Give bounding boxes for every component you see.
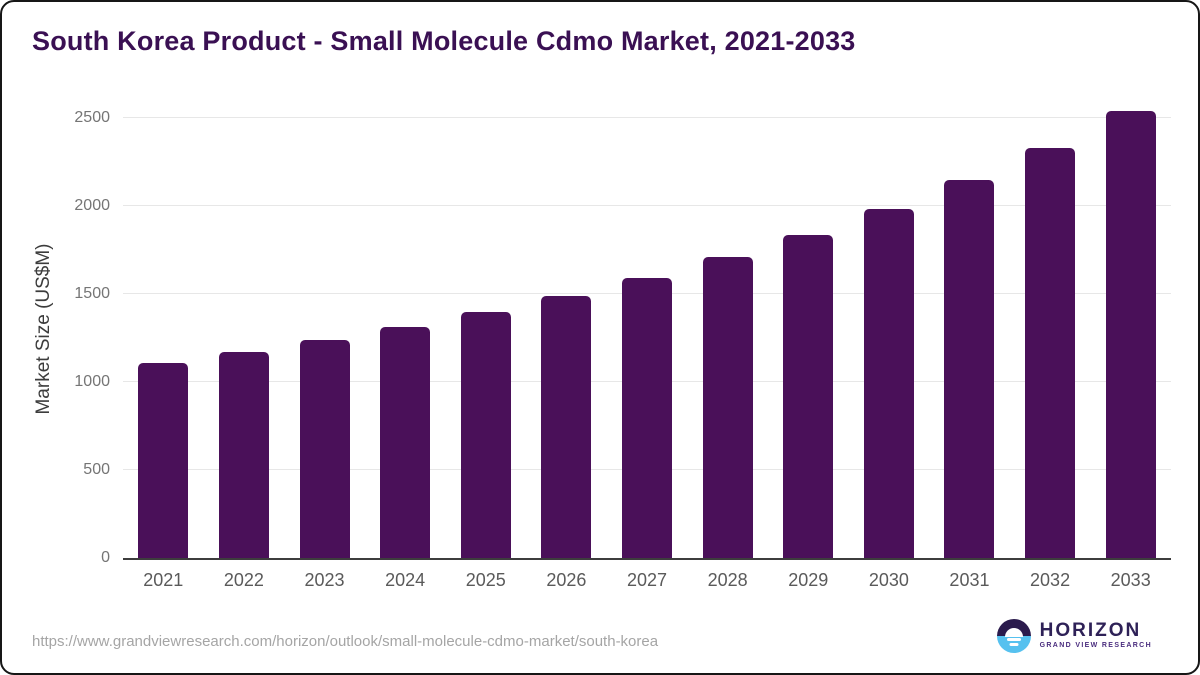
y-axis-title: Market Size (US$M) [33,243,54,415]
y-tick-label-2000: 2000 [74,197,110,214]
x-tick-label-2033: 2033 [1110,570,1151,590]
x-tick-label-2022: 2022 [223,570,264,590]
bar-2024 [380,326,431,558]
gridline-2500 [123,117,1171,118]
gridline-2000 [123,205,1171,206]
reflection-line [1006,638,1021,641]
x-tick-label-2023: 2023 [304,570,345,590]
bar-2025 [460,312,511,558]
bar-2021 [138,362,189,558]
x-tick-label-2032: 2032 [1030,570,1071,590]
bar-2028 [702,257,753,558]
logo-text: HORIZON GRAND VIEW RESEARCH [1040,621,1152,651]
reflection-line [1009,643,1019,646]
bar-2030 [863,208,914,558]
horizon-sunrise-icon [996,619,1031,653]
y-tick-label-1000: 1000 [74,373,110,390]
logo-subtitle: GRAND VIEW RESEARCH [1039,642,1152,649]
plot-area: 0 500 1000 1500 2000 2500 2021 2022 2023 2024 2025… [74,97,1171,590]
x-tick-label-2030: 2030 [868,570,909,590]
bar-2032 [1025,147,1076,558]
x-tick-label-2021: 2021 [143,570,184,590]
x-tick-label-2027: 2027 [626,570,668,590]
y-tick-label-1500: 1500 [74,285,110,302]
page-title: South Korea Product - Small Molecule Cdm… [32,26,856,56]
y-tick-label-500: 500 [83,461,110,478]
x-tick-label-2025: 2025 [465,570,506,590]
bar-2022 [218,352,269,558]
sun-glyph [1004,627,1023,637]
source-url: https://www.grandviewresearch.com/horizo… [32,633,659,650]
x-tick-label-2031: 2031 [949,570,990,590]
bar-2031 [944,180,995,558]
x-tick-label-2029: 2029 [788,570,829,590]
y-tick-label-0: 0 [101,549,110,566]
bar-2026 [541,295,592,558]
x-tick-label-2028: 2028 [707,570,748,590]
x-tick-label-2026: 2026 [546,570,587,590]
bar-2029 [783,235,834,558]
brand-logo: HORIZON GRAND VIEW RESEARCH [996,619,1152,653]
x-tick-label-2024: 2024 [385,570,426,590]
bar-2033 [1105,110,1156,558]
bar-2027 [622,278,672,558]
logo-name: HORIZON [1039,620,1142,641]
y-tick-label-2500: 2500 [74,109,110,126]
bar-2023 [299,339,350,558]
